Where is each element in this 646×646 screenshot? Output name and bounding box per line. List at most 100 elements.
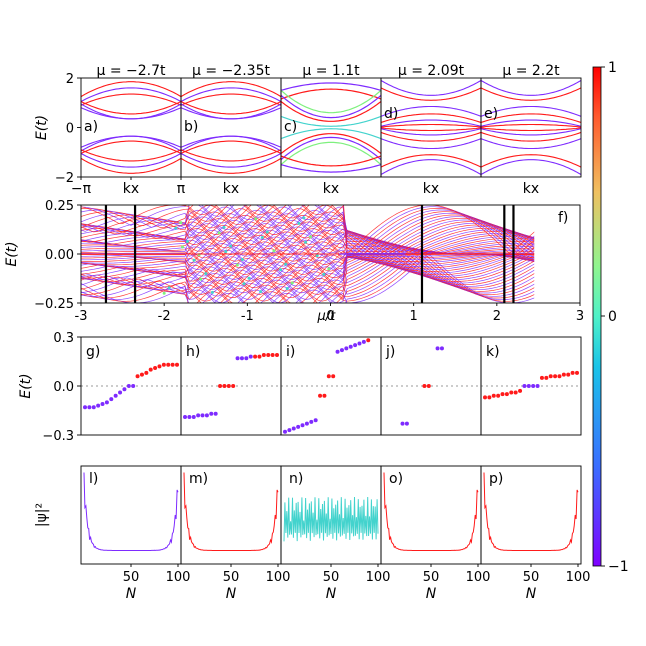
energy-point — [83, 405, 87, 410]
energy-point — [118, 390, 123, 395]
band-curve — [181, 140, 281, 154]
energy-point — [426, 384, 431, 388]
energy-point — [348, 344, 353, 349]
spectrum-point — [210, 290, 214, 294]
spectrum-line — [81, 219, 580, 255]
x-tick-label: 50 — [223, 570, 240, 585]
energy-point — [287, 428, 292, 433]
spectrum-line — [81, 255, 580, 303]
x-axis-label: N — [526, 586, 537, 602]
band-curve — [281, 141, 381, 166]
spectrum-point — [204, 272, 208, 276]
x-tick-label: -1 — [241, 309, 254, 324]
band-curve — [281, 89, 381, 114]
energy-point — [557, 374, 562, 379]
energy-point — [166, 362, 171, 367]
band-curve — [81, 140, 181, 154]
energy-point — [435, 346, 440, 351]
energy-point — [275, 352, 279, 357]
wavefunction-panel-1: l) 50 100 N — [80, 465, 190, 602]
x-tick-label: 50 — [423, 570, 440, 585]
x-tick-label: 50 — [523, 570, 540, 585]
band-curve — [281, 82, 381, 91]
x-axis-label: N — [126, 586, 137, 602]
band-curve — [481, 119, 581, 127]
band-curve — [81, 153, 181, 168]
empty-region — [534, 205, 580, 303]
panel-title: μ = 2.09t — [398, 63, 465, 79]
energy-point — [361, 339, 366, 344]
energy-point — [253, 354, 258, 359]
spectrum-point — [167, 286, 171, 290]
spectrum-point — [322, 272, 326, 276]
band-curve — [181, 135, 281, 152]
energy-point — [248, 354, 253, 359]
band-curve — [281, 94, 381, 119]
x-tick-label: 100 — [466, 570, 491, 585]
spectrum-point — [297, 221, 301, 225]
band-lines — [381, 80, 481, 175]
energy-point — [113, 393, 118, 398]
spectrum-line — [81, 253, 580, 292]
spectrum-line — [81, 239, 580, 260]
x-tick-label: 100 — [266, 570, 291, 585]
energy-point — [196, 413, 201, 418]
panel-label: n) — [289, 471, 303, 487]
spectrum-line — [81, 253, 580, 295]
energy-point — [266, 352, 271, 357]
wavefunction-curve — [283, 496, 379, 542]
energy-point — [304, 421, 309, 426]
y-tick-label: 0.00 — [45, 248, 74, 263]
spectrum-line — [81, 246, 580, 267]
wavefunction-panel-4: o) 50 100 N — [380, 465, 491, 602]
energy-point — [239, 356, 244, 361]
band-curve — [181, 157, 281, 174]
spectrum-point — [327, 267, 331, 271]
energy-point — [218, 384, 223, 388]
energy-point — [235, 356, 240, 361]
x-tick-label: 0 — [326, 309, 334, 324]
panel-title: μ = 2.2t — [502, 63, 560, 79]
energy-panel-frame — [480, 336, 582, 436]
energy-point — [126, 384, 131, 388]
energy-point — [139, 372, 144, 377]
x-tick-label: 50 — [123, 570, 140, 585]
spectrum-point — [247, 276, 251, 280]
band-curve — [481, 105, 581, 117]
x-tick-label: 50 — [323, 570, 340, 585]
band-curve — [481, 113, 581, 124]
wavefunction-curve — [83, 472, 179, 551]
energy-point — [509, 390, 514, 395]
spectrum-point — [240, 257, 244, 261]
energy-point — [131, 384, 136, 388]
band-lines — [281, 82, 381, 173]
panel-label: h) — [186, 344, 200, 360]
energy-point — [213, 411, 218, 416]
energy-levels-row: g) h) i) j) k) 0.3 0.0 −0.3 E(t) — [18, 331, 582, 444]
band-curve — [181, 103, 281, 120]
y-tick-label: 0.0 — [53, 380, 74, 395]
energy-point — [422, 384, 427, 388]
spectrum-point — [272, 249, 276, 253]
x-tick-label: -3 — [75, 309, 88, 324]
energy-point — [291, 426, 296, 431]
energy-point — [400, 421, 405, 426]
x-axis-label: N — [426, 586, 437, 602]
spectrum-line — [81, 234, 580, 256]
energy-point — [353, 343, 358, 348]
band-curve — [281, 164, 381, 173]
energy-point — [183, 415, 187, 420]
energy-point — [318, 393, 323, 398]
band-curve — [181, 101, 281, 115]
band-curve — [381, 138, 481, 150]
energy-point — [553, 374, 558, 379]
x-tick-label: −π — [71, 181, 92, 197]
x-tick-label: 2 — [493, 309, 501, 324]
spectrum-line — [81, 253, 580, 299]
spectrum-line — [81, 253, 580, 287]
panel-label: p) — [489, 471, 503, 487]
band-curve — [81, 87, 181, 102]
panel-title: μ = 1.1t — [302, 63, 360, 79]
panel-label: o) — [389, 471, 403, 487]
energy-point — [191, 415, 196, 420]
